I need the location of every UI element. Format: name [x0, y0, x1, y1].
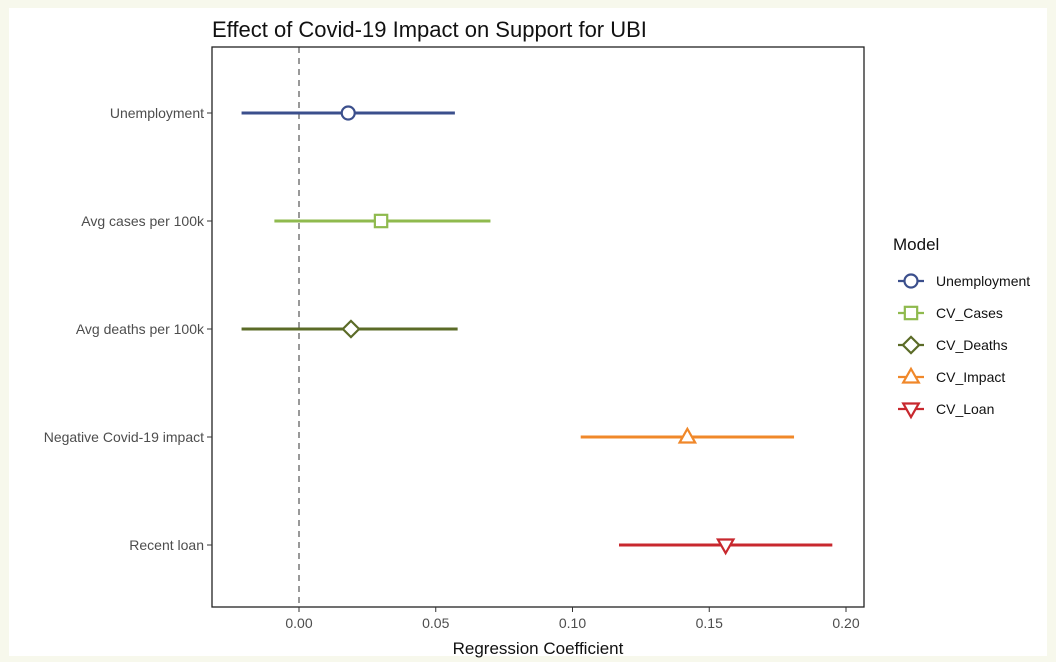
legend-key-marker — [901, 402, 921, 420]
point-estimate — [340, 105, 356, 121]
y-tick-label: Avg deaths per 100k — [76, 321, 205, 337]
chart-frame — [9, 8, 1047, 656]
x-tick-label: 0.10 — [559, 615, 586, 631]
x-tick-label: 0.05 — [422, 615, 449, 631]
point-estimate — [373, 213, 389, 229]
x-tick-label: 0.00 — [285, 615, 312, 631]
x-tick-label: 0.15 — [696, 615, 723, 631]
legend-key-marker — [903, 305, 919, 321]
point-estimate — [677, 426, 698, 444]
x-axis-title: Regression Coefficient — [453, 639, 624, 658]
y-tick-label: Unemployment — [110, 105, 204, 121]
point-estimate — [715, 538, 736, 556]
point-estimate — [341, 319, 361, 339]
y-tick-label: Negative Covid-19 impact — [44, 429, 204, 445]
chart-title: Effect of Covid-19 Impact on Support for… — [212, 17, 647, 42]
y-tick-label: Avg cases per 100k — [81, 213, 205, 229]
legend-key-marker — [903, 273, 919, 289]
legend-entry-label: CV_Impact — [936, 369, 1005, 385]
legend-key-marker — [901, 366, 921, 384]
legend-title: Model — [893, 235, 939, 254]
x-tick-label: 0.20 — [832, 615, 859, 631]
y-tick-label: Recent loan — [129, 537, 204, 553]
legend-key-marker — [901, 335, 921, 355]
legend-entry-label: CV_Deaths — [936, 337, 1008, 353]
legend-entry-label: Unemployment — [936, 273, 1030, 289]
legend-entry-label: CV_Loan — [936, 401, 994, 417]
legend: Model Unemployment CV_Cases CV_Deaths CV_Im… — [893, 235, 1030, 420]
plot-panel — [211, 46, 865, 608]
legend-entry-label: CV_Cases — [936, 305, 1003, 321]
